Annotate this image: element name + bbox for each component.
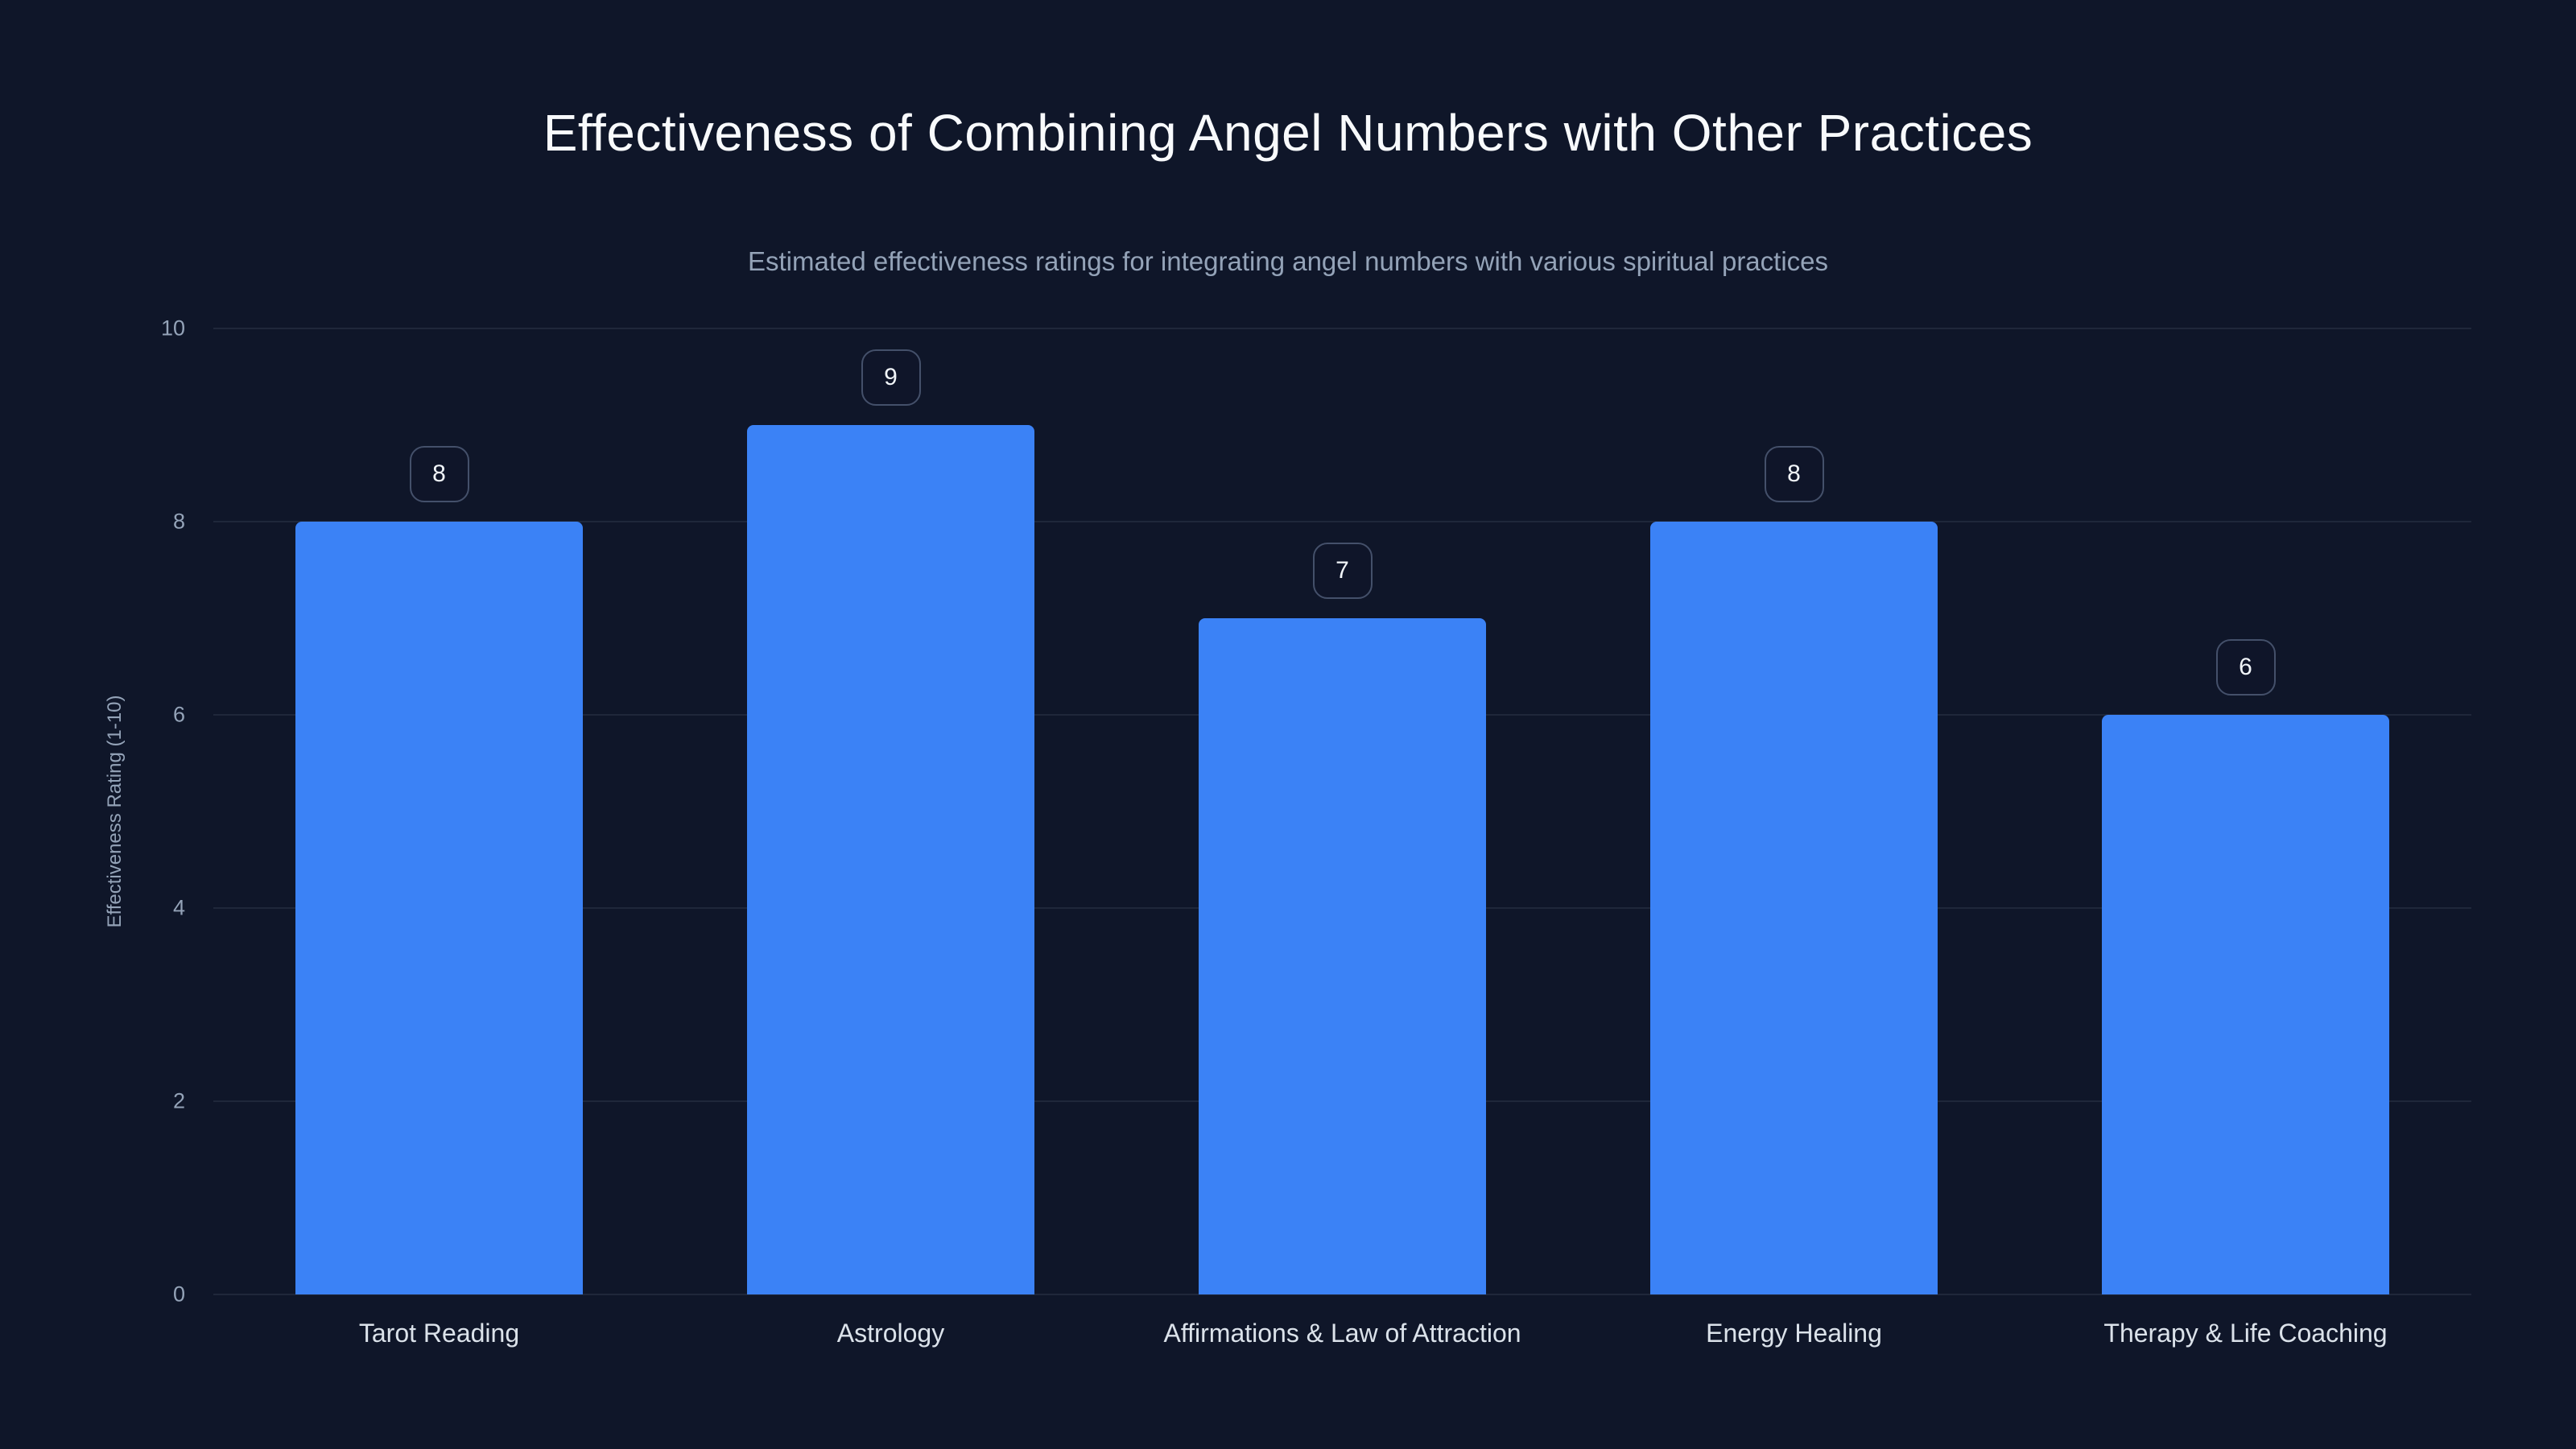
x-axis-category-label: Energy Healing (1706, 1319, 1882, 1348)
y-axis-tick-labels: 0 2 4 6 8 10 (0, 316, 193, 1307)
chart-title: Effectiveness of Combining Angel Numbers… (543, 104, 2033, 162)
y-axis-tick-label: 2 (172, 1088, 185, 1113)
x-axis-category-labels: Tarot Reading Astrology Affirmations & Law… (213, 1319, 2471, 1348)
bar-value-label: 8 (1764, 446, 1824, 502)
bar-value-label: 7 (1312, 543, 1373, 599)
bar-value-label: 8 (409, 446, 469, 502)
gridline (213, 521, 2471, 522)
bar-group: 6 (2020, 328, 2471, 1294)
bar-value-label: 9 (861, 349, 921, 406)
bar (2102, 715, 2389, 1294)
y-axis-tick-label: 6 (172, 702, 185, 727)
y-axis-tick-label: 10 (160, 316, 185, 341)
bar-group: 9 (665, 328, 1117, 1294)
bar (747, 425, 1034, 1294)
y-axis-tick-label: 4 (172, 895, 185, 920)
x-axis-category-label: Astrology (836, 1319, 945, 1348)
gridline (213, 1294, 2471, 1295)
bar-group: 7 (1117, 328, 1568, 1294)
x-axis-category-label: Therapy & Life Coaching (2103, 1319, 2388, 1348)
bar-group: 8 (213, 328, 665, 1294)
bar (1650, 522, 1938, 1294)
x-axis-category-label: Tarot Reading (358, 1319, 520, 1348)
plot-area: 8 9 7 8 6 (213, 328, 2471, 1295)
bar-group: 8 (1568, 328, 2020, 1294)
y-axis-tick-label: 0 (172, 1282, 185, 1307)
chart-subtitle: Estimated effectiveness ratings for inte… (747, 246, 1829, 276)
bar (1199, 618, 1486, 1294)
bar-series: 8 9 7 8 6 (213, 328, 2471, 1294)
bar (295, 522, 583, 1294)
gridline (213, 328, 2471, 329)
y-axis-tick-label: 8 (172, 509, 185, 534)
x-axis-category-label: Affirmations & Law of Attraction (1163, 1319, 1521, 1348)
bar-value-label: 6 (2215, 639, 2276, 696)
